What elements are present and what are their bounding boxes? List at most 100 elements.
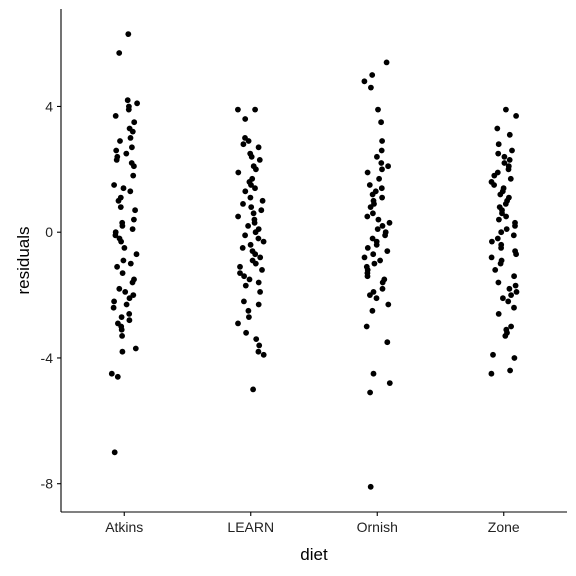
point-zone [505,166,512,173]
point-learn [255,348,262,355]
point-ornish [367,292,373,298]
point-atkins [115,197,122,204]
point-ornish [386,380,393,386]
point-zone [508,323,514,330]
point-learn [246,276,253,283]
point-zone [496,216,502,223]
point-zone [512,282,519,289]
point-zone [494,235,501,242]
point-atkins [122,289,129,295]
point-ornish [367,204,374,211]
point-atkins [110,304,117,311]
point-ornish [378,119,384,126]
point-atkins [112,232,119,239]
point-atkins [111,449,118,456]
y-tick-label: -8 [41,476,54,492]
point-learn [235,213,242,220]
point-atkins [114,263,120,270]
point-zone [495,311,502,317]
point-ornish [374,226,381,233]
point-learn [255,279,262,286]
x-tick-label-atkins: Atkins [105,519,143,535]
point-zone [497,191,504,198]
point-zone [492,267,499,273]
point-zone [495,279,502,286]
point-ornish [367,483,374,490]
point-ornish [371,260,378,267]
point-ornish [361,78,368,85]
point-learn [242,232,249,239]
point-learn [248,204,255,211]
point-learn [242,188,249,195]
point-ornish [379,223,386,229]
point-learn [240,141,247,148]
point-zone [512,223,518,229]
point-learn [242,116,249,122]
point-zone [506,131,513,138]
point-ornish [369,72,376,78]
point-atkins [132,345,139,352]
point-zone [509,147,515,154]
point-atkins [118,238,124,245]
point-atkins [118,326,125,333]
point-atkins [131,163,137,170]
point-atkins [132,207,139,214]
point-atkins [108,370,115,377]
point-zone [511,273,517,280]
point-learn [250,386,256,393]
point-atkins [129,226,136,233]
point-zone [500,295,506,302]
point-zone [491,182,497,188]
point-learn [257,289,263,295]
point-learn [259,267,265,273]
point-learn [250,210,257,217]
point-ornish [364,273,371,280]
point-ornish [385,301,392,308]
point-atkins [119,223,126,229]
point-ornish [370,370,377,377]
point-atkins [133,251,140,258]
point-zone [488,370,495,377]
point-zone [503,226,510,233]
point-zone [495,141,502,148]
point-atkins [125,31,132,37]
point-zone [508,292,514,298]
point-zone [506,285,513,292]
point-ornish [374,153,380,160]
point-learn [256,342,263,349]
point-ornish [369,235,376,242]
point-atkins [120,185,127,192]
point-learn [247,194,254,201]
point-learn [259,197,266,204]
point-ornish [378,160,385,166]
y-tick-label: 0 [45,224,53,240]
point-zone [513,289,520,295]
point-ornish [379,194,385,201]
point-ornish [378,185,385,192]
point-ornish [367,389,373,396]
x-tick-label-zone: Zone [488,519,520,535]
point-learn [245,223,252,229]
point-atkins [111,182,117,188]
point-atkins [121,245,128,251]
point-ornish [364,245,371,251]
point-atkins [119,348,126,355]
point-atkins [113,147,120,154]
point-learn [252,185,258,192]
point-zone [505,298,512,305]
point-zone [502,201,509,207]
point-learn [245,307,252,314]
point-learn [255,235,262,242]
point-ornish [382,232,388,239]
point-learn [256,157,263,163]
point-atkins [124,97,131,104]
point-atkins [126,317,133,324]
point-atkins [117,204,124,211]
point-zone [502,333,509,339]
point-atkins [116,50,123,56]
point-learn [253,166,259,173]
point-learn [252,251,259,258]
point-learn [240,201,246,207]
point-ornish [384,248,391,255]
